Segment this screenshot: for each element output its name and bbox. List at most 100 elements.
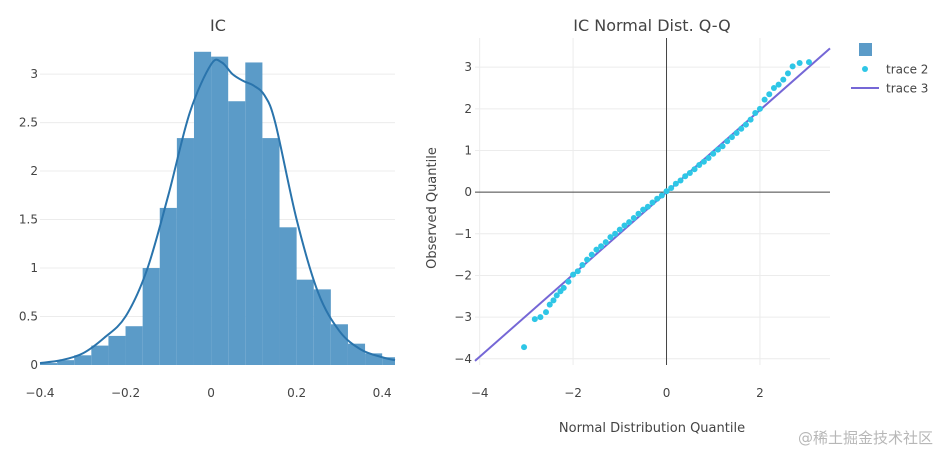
qq-point <box>630 214 637 221</box>
legend-item-trace-3[interactable]: trace 3 <box>851 82 928 96</box>
legend-square-swatch <box>859 43 872 56</box>
qq-x-tick-label: −4 <box>471 386 489 400</box>
qq-point <box>543 309 549 316</box>
qq-point <box>565 278 572 285</box>
qq-point <box>553 292 560 299</box>
histogram-x-ticks: −0.4 −0.2 0 0.2 0.4 <box>25 386 391 400</box>
qq-x-ticks: −4 −2 0 2 <box>471 386 764 400</box>
qq-point <box>588 251 595 258</box>
histogram-bar <box>365 353 383 365</box>
qq-point <box>747 116 754 123</box>
hist-x-tick-label: −0.2 <box>111 386 140 400</box>
hist-y-tick-label: 3 <box>30 67 38 81</box>
qq-point <box>784 70 791 77</box>
histogram-bar <box>142 268 160 365</box>
legend-label-trace-3: trace 3 <box>886 82 928 96</box>
legend-item-trace-2[interactable]: trace 2 <box>862 63 928 77</box>
histogram-bar <box>125 326 143 365</box>
legend-item-histogram[interactable] <box>859 43 872 56</box>
qq-point <box>710 150 717 157</box>
qq-point <box>719 143 726 150</box>
qq-point <box>691 166 698 173</box>
qq-point <box>658 192 665 199</box>
legend-marker-swatch <box>862 66 868 72</box>
watermark: @稀土掘金技术社区 <box>798 429 933 447</box>
hist-x-tick-label: 0 <box>207 386 215 400</box>
histogram-bar <box>211 56 229 366</box>
qq-point <box>789 63 796 70</box>
qq-point <box>649 199 656 206</box>
qq-point <box>724 138 731 145</box>
qq-point <box>546 301 553 308</box>
qq-point <box>775 81 782 88</box>
qq-point <box>770 84 777 91</box>
qq-point <box>537 314 544 321</box>
qq-point <box>602 239 609 246</box>
hist-y-tick-label: 0 <box>30 358 38 372</box>
qq-point <box>640 206 647 213</box>
qq-point <box>550 297 557 304</box>
qq-y-tick-label: −3 <box>454 310 472 324</box>
qq-y-tick-label: 3 <box>464 60 472 74</box>
qq-point <box>780 76 787 83</box>
legend-label-trace-2: trace 2 <box>886 63 928 77</box>
qq-y-tick-label: −1 <box>454 227 472 241</box>
qq-point <box>560 284 567 291</box>
histogram-bar <box>176 138 194 365</box>
histogram-bars <box>40 51 395 366</box>
qq-x-tick-label: 0 <box>663 386 671 400</box>
qq-point <box>714 146 721 153</box>
histogram-bar <box>40 363 58 365</box>
qq-y-ticks: −4 −3 −2 −1 0 1 2 3 <box>454 60 472 366</box>
qq-point <box>574 268 581 275</box>
qq-point <box>579 262 586 269</box>
histogram-bar <box>193 51 212 366</box>
qq-point <box>644 203 651 210</box>
qq-point <box>612 230 619 237</box>
legend[interactable]: trace 2 trace 3 <box>851 43 928 96</box>
hist-y-tick-label: 2.5 <box>19 116 38 130</box>
qq-points <box>521 59 812 351</box>
qq-point <box>663 188 670 195</box>
qq-point <box>677 177 684 184</box>
histogram-bar <box>330 324 348 365</box>
histogram-bar <box>382 357 395 365</box>
histogram-bar <box>245 62 263 366</box>
hist-y-tick-label: 2 <box>30 164 38 178</box>
hist-y-tick-label: 1.5 <box>19 213 38 227</box>
qq-point <box>635 210 642 217</box>
qq-point <box>616 226 623 233</box>
qq-x-tick-label: 2 <box>756 386 764 400</box>
hist-x-tick-label: −0.4 <box>25 386 54 400</box>
qq-point <box>756 105 763 112</box>
qq-point <box>805 59 812 66</box>
qq-point <box>626 219 633 226</box>
histogram-bar <box>228 101 246 365</box>
y-axis-label: Observed Quantile <box>425 147 440 269</box>
qq-point <box>672 180 679 187</box>
qq-point <box>761 96 768 103</box>
qq-plot-panel: IC Normal Dist. Q-Q −4 −2 0 2 −4−3−2−10123 … <box>425 16 831 436</box>
qq-x-tick-label: −2 <box>564 386 582 400</box>
histogram-bar <box>262 138 280 365</box>
qq-point <box>668 184 675 191</box>
hist-x-tick-label: 0.2 <box>287 386 306 400</box>
qq-point <box>521 344 528 351</box>
histogram-bar <box>313 289 331 365</box>
hist-y-tick-label: 0.5 <box>19 310 38 324</box>
hist-x-tick-label: 0.4 <box>373 386 392 400</box>
qq-point <box>686 169 693 176</box>
qq-plot-title: IC Normal Dist. Q-Q <box>573 16 731 35</box>
histogram-panel: IC −0.4 −0.2 0 0.2 0.4 0 0.5 1 1.5 2 2.5 3 <box>19 16 396 400</box>
qq-point <box>705 154 712 161</box>
histogram-y-ticks: 0 0.5 1 1.5 2 2.5 3 <box>19 67 38 372</box>
qq-point <box>570 271 577 278</box>
histogram-bar <box>296 279 314 365</box>
histogram-bar <box>91 345 109 365</box>
qq-point <box>598 243 605 250</box>
histogram-title: IC <box>210 16 226 35</box>
histogram-bar <box>57 360 75 365</box>
x-axis-label: Normal Distribution Quantile <box>559 421 745 436</box>
hist-y-tick-label: 1 <box>30 261 38 275</box>
